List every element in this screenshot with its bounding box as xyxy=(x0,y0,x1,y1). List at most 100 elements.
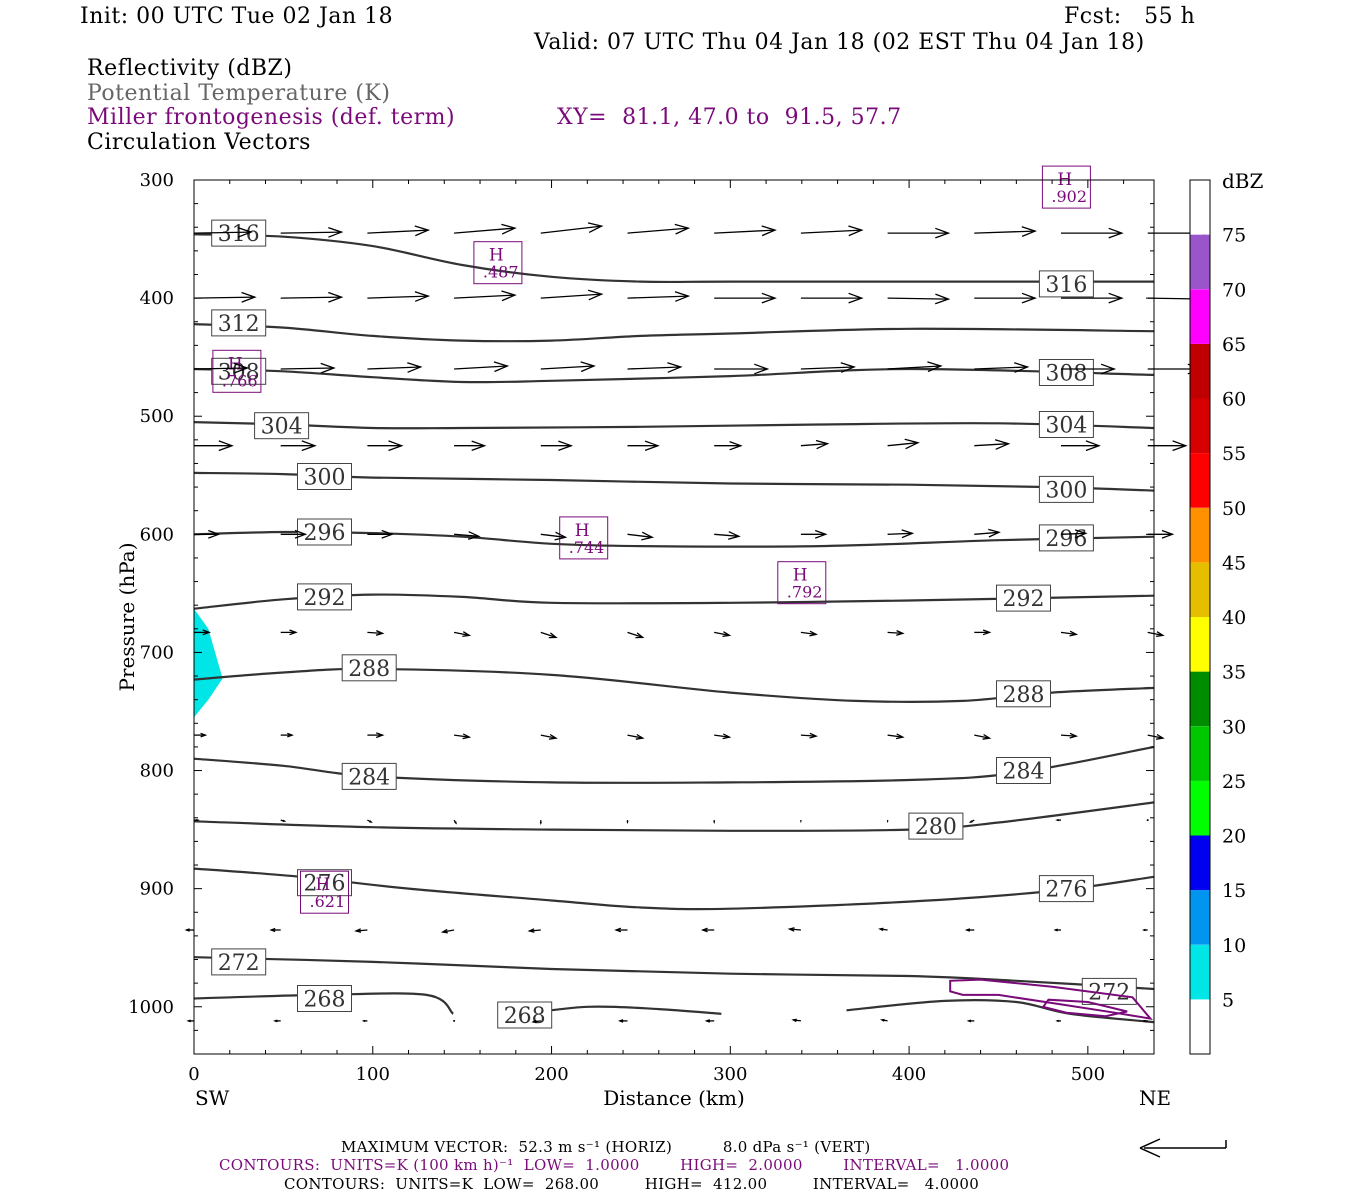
theta-label-box xyxy=(1038,270,1094,298)
colorbar-segment xyxy=(1190,507,1210,563)
vector-arrowhead xyxy=(848,292,864,304)
theta-contour-label: 280 xyxy=(915,815,957,840)
vector-arrowhead xyxy=(1055,1019,1060,1023)
vector-arrowhead xyxy=(294,529,308,539)
vector-arrowhead xyxy=(896,630,905,636)
circulation-vector xyxy=(800,734,817,737)
circulation-vector xyxy=(974,734,990,739)
vector-arrowhead xyxy=(722,631,732,638)
colorbar-level-label: 10 xyxy=(1222,935,1246,957)
theta-label-box xyxy=(1038,475,1094,503)
vector-arrowhead xyxy=(588,289,604,301)
vector-arrowhead xyxy=(1172,440,1188,452)
circulation-vector xyxy=(627,227,689,234)
theta-label-box xyxy=(297,463,352,490)
colorbar-level-label: 20 xyxy=(1222,826,1246,848)
colorbar-segment xyxy=(1190,289,1210,344)
theta-contour-label: 276 xyxy=(304,872,346,897)
circulation-vector xyxy=(887,365,941,370)
frontogenesis-max-value: .902 xyxy=(1051,187,1087,206)
circulation-vector xyxy=(887,734,903,738)
field-label-theta: Potential Temperature (K) xyxy=(87,81,391,106)
theta-label-box xyxy=(297,518,352,546)
vector-arrowhead xyxy=(369,820,373,823)
circulation-vector xyxy=(974,230,1036,234)
theta-contour-label: 292 xyxy=(1003,587,1045,612)
vector-arrowhead xyxy=(208,529,221,539)
theta-contour-label: 296 xyxy=(1045,527,1087,552)
theta-contour-label: 288 xyxy=(1003,683,1045,708)
circulation-vector xyxy=(627,734,643,739)
vector-arrowhead xyxy=(878,927,884,932)
frontogenesis-max-marker: H xyxy=(575,521,590,541)
vector-arrowhead xyxy=(1161,529,1175,539)
circulation-vector xyxy=(1060,631,1077,636)
circulation-vector xyxy=(454,533,479,537)
frontogenesis-max-value: .621 xyxy=(310,892,346,911)
vector-arrowhead xyxy=(328,291,344,303)
theta-label-box xyxy=(297,869,352,897)
vector-arrowhead xyxy=(493,361,510,373)
vector-arrowhead xyxy=(462,733,472,740)
theta-contour-280 xyxy=(193,801,1155,832)
vector-arrowhead xyxy=(966,1019,972,1023)
vector-arrowhead xyxy=(635,733,645,740)
theta-contour-304 xyxy=(193,421,1155,430)
vector-arrowhead xyxy=(375,630,385,636)
frontogenesis-max-marker: H xyxy=(793,566,808,586)
colorbar-level-label: 50 xyxy=(1222,498,1246,520)
theta-contour-label: 284 xyxy=(1003,760,1045,785)
frontogenesis-contour-info: CONTOURS: UNITS=K (100 km h)⁻¹ LOW= 1.00… xyxy=(219,1156,1010,1174)
circulation-vector xyxy=(1060,532,1086,535)
y-tick-label: 300 xyxy=(140,170,174,191)
vector-arrowhead xyxy=(1108,227,1124,239)
circulation-vector xyxy=(627,533,653,538)
vector-arrowhead xyxy=(301,440,317,452)
theta-label-box xyxy=(297,985,352,1012)
vector-arrowhead xyxy=(531,1019,537,1024)
vector-arrowhead xyxy=(320,362,336,374)
circulation-vector xyxy=(887,532,913,535)
theta-label-box xyxy=(1038,875,1094,903)
y-tick-label: 500 xyxy=(140,406,174,427)
vector-arrowhead xyxy=(713,821,716,824)
vector-arrowhead xyxy=(641,531,655,541)
colorbar-segment xyxy=(1190,726,1210,781)
circulation-vector xyxy=(800,443,828,447)
x-tick-label: 300 xyxy=(713,1064,747,1085)
colorbar-segment xyxy=(1190,835,1210,891)
circulation-vector xyxy=(367,295,429,299)
frontogenesis-contour xyxy=(1041,998,1128,1018)
colorbar-level-label: 60 xyxy=(1222,389,1246,411)
colorbar-level-label: 35 xyxy=(1222,662,1246,684)
vector-arrowhead xyxy=(471,440,487,452)
theta-label-box xyxy=(341,762,397,790)
theta-contour-label: 304 xyxy=(261,415,303,440)
circulation-vector xyxy=(1147,631,1164,637)
vector-arrowhead xyxy=(241,291,257,303)
theta-contour-label: 272 xyxy=(218,951,260,976)
theta-contour-info: CONTOURS: UNITS=K LOW= 268.00 HIGH= 412.… xyxy=(284,1175,980,1193)
circulation-vector xyxy=(540,293,602,299)
valid-time: Valid: 07 UTC Thu 04 Jan 18 (02 EST Thu … xyxy=(534,30,1145,55)
vector-arrowhead xyxy=(964,928,971,932)
reflectivity-area xyxy=(194,608,223,718)
circulation-vector xyxy=(367,229,429,234)
colorbar-segment xyxy=(1190,562,1210,617)
circulation-vector xyxy=(540,631,557,639)
theta-label-box xyxy=(996,584,1051,612)
circulation-vector xyxy=(367,631,383,635)
colorbar-segment xyxy=(1190,671,1210,727)
x-tick-label: 500 xyxy=(1071,1064,1105,1085)
vector-arrowhead xyxy=(1156,631,1165,638)
circulation-vector xyxy=(714,229,776,234)
vector-arrowhead xyxy=(273,1019,278,1023)
theta-contour-label: 308 xyxy=(1045,362,1087,387)
init-time: Init: 00 UTC Tue 02 Jan 18 xyxy=(80,4,394,29)
vector-arrowhead xyxy=(184,928,190,932)
circulation-vector xyxy=(540,734,557,739)
circulation-vector xyxy=(1146,819,1149,822)
theta-label-box xyxy=(908,812,964,840)
colorbar-level-label: 40 xyxy=(1222,607,1246,629)
vector-arrowhead xyxy=(728,531,741,540)
